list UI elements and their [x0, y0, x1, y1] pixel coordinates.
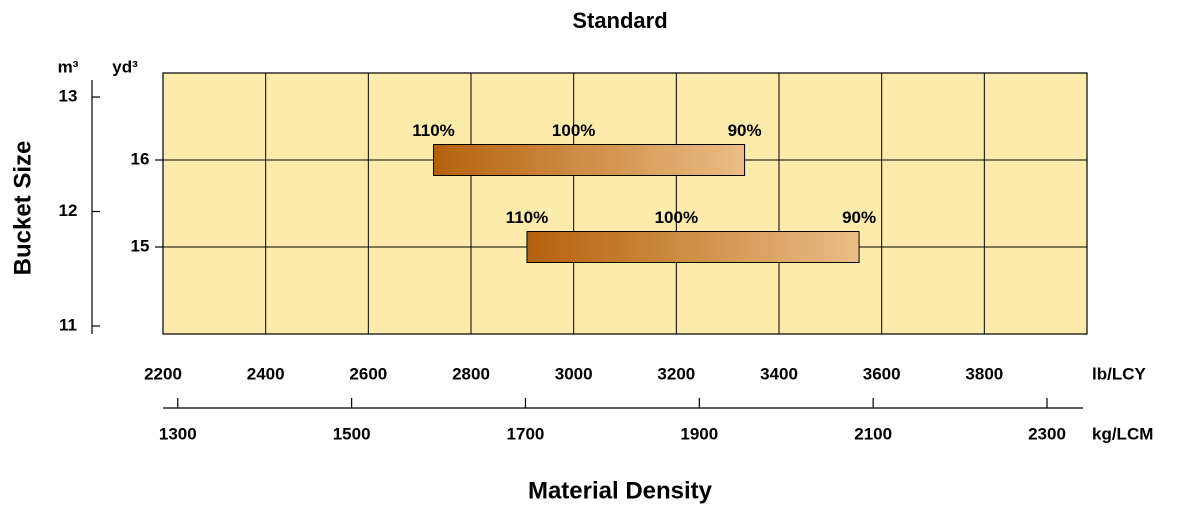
fill-factor-label: 90% — [842, 208, 876, 227]
x-tick-label: 3600 — [863, 364, 901, 383]
chart-title: Standard — [572, 8, 667, 33]
x2-tick-label: 2300 — [1028, 424, 1066, 443]
x-tick-label: 3800 — [965, 364, 1003, 383]
fill-factor-label: 90% — [728, 121, 762, 140]
y-axis-title: Bucket Size — [9, 141, 36, 276]
x2-tick-label: 1300 — [159, 424, 197, 443]
x2-unit: kg/LCM — [1092, 424, 1153, 443]
y-tick-label: 16 — [131, 149, 150, 168]
x-unit: lb/LCY — [1092, 364, 1146, 383]
x2-tick-label: 1900 — [680, 424, 718, 443]
y-unit: yd³ — [112, 57, 138, 76]
x-tick-label: 2400 — [247, 364, 285, 383]
x2-tick-label: 2100 — [854, 424, 892, 443]
fill-factor-label: 100% — [655, 208, 698, 227]
fill-factor-label: 100% — [552, 121, 595, 140]
x-axis-title: Material Density — [528, 477, 713, 504]
fill-factor-label: 110% — [506, 208, 549, 227]
fill-factor-label: 110% — [412, 121, 455, 140]
x-tick-label: 3200 — [657, 364, 695, 383]
x-tick-label: 3000 — [555, 364, 593, 383]
x2-tick-label: 1500 — [333, 424, 371, 443]
y2-tick-label: 13 — [59, 87, 78, 106]
x-tick-label: 2600 — [349, 364, 387, 383]
range-bar — [526, 231, 860, 263]
plot-area — [162, 72, 1088, 335]
x-tick-label: 2200 — [144, 364, 182, 383]
y-tick-label: 15 — [131, 236, 150, 255]
y2-tick-label: 11 — [59, 315, 77, 334]
x-tick-label: 2800 — [452, 364, 490, 383]
y2-tick-label: 12 — [59, 201, 78, 220]
range-bar — [433, 144, 746, 176]
y2-unit: m³ — [58, 57, 79, 76]
x-tick-label: 3400 — [760, 364, 798, 383]
x2-tick-label: 1700 — [507, 424, 545, 443]
